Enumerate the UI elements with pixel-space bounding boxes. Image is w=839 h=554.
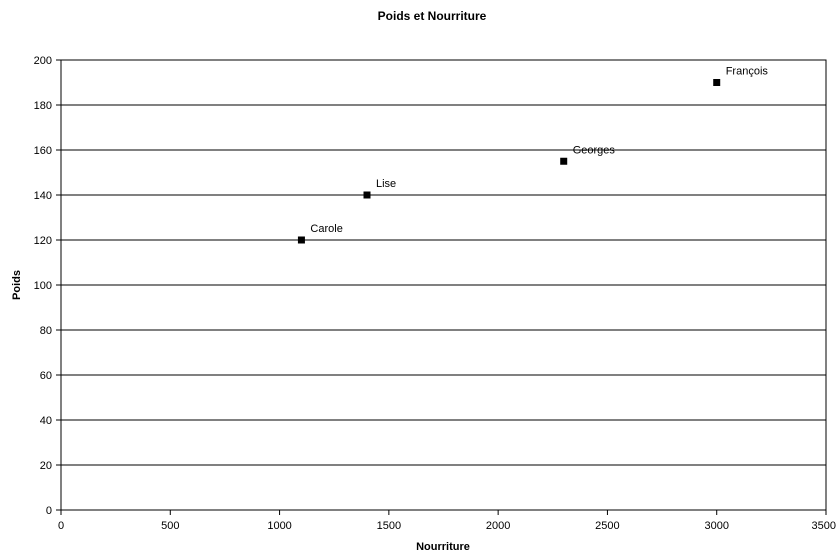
y-tick-label: 200 [34, 55, 52, 67]
point-label: Georges [573, 144, 616, 156]
data-points: Carole Lise Georges François [297, 66, 769, 244]
y-tick-label: 20 [40, 460, 52, 472]
point-marker [560, 157, 568, 165]
chart-title: Poids et Nourriture [378, 9, 487, 23]
x-tick-label: 3000 [704, 520, 728, 532]
x-tick-label: 1000 [267, 520, 291, 532]
data-point: Lise [363, 178, 396, 199]
point-marker [363, 191, 371, 199]
x-axis-title: Nourriture [416, 541, 470, 553]
data-point: Georges [560, 144, 615, 165]
point-label: François [726, 66, 769, 78]
y-tick-label: 40 [40, 415, 52, 427]
y-tick-label: 60 [40, 370, 52, 382]
point-marker [713, 79, 721, 86]
y-axis: 0 20 40 60 80 100 120 140 160 180 200 [34, 55, 61, 517]
y-tick-label: 180 [34, 100, 52, 112]
x-tick-label: 2000 [486, 520, 510, 532]
x-tick-label: 2500 [595, 520, 619, 532]
y-tick-label: 140 [34, 190, 52, 202]
data-point: François [713, 66, 769, 86]
y-tick-label: 0 [46, 505, 52, 517]
y-tick-label: 80 [40, 325, 52, 337]
point-label: Carole [310, 223, 342, 235]
data-point: Carole [297, 223, 343, 244]
y-tick-label: 120 [34, 235, 52, 247]
x-axis: 0 500 1000 1500 2000 2500 3000 3500 [58, 510, 836, 532]
gridlines [61, 59, 826, 511]
point-label: Lise [376, 178, 396, 190]
x-tick-label: 0 [58, 520, 64, 532]
x-tick-label: 500 [161, 520, 179, 532]
y-tick-label: 100 [34, 280, 52, 292]
y-axis-title: Poids [11, 270, 23, 300]
point-marker [297, 236, 305, 244]
y-tick-label: 160 [34, 145, 52, 157]
x-tick-label: 1500 [377, 520, 401, 532]
x-tick-label: 3500 [812, 520, 836, 532]
